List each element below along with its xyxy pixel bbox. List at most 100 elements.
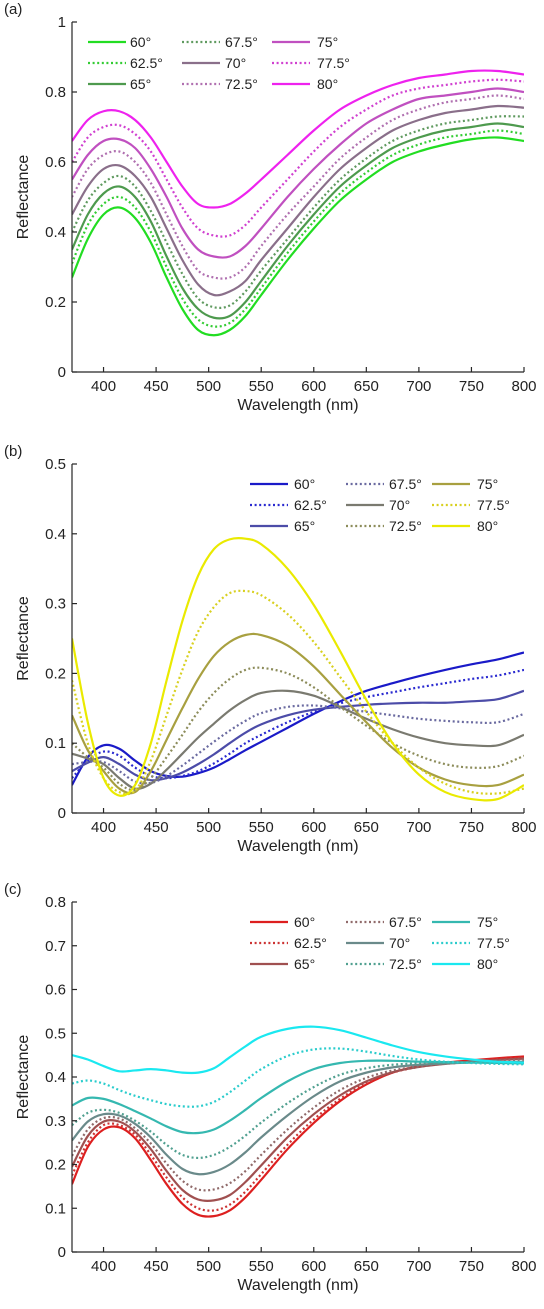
y-tick-label: 0.7 bbox=[45, 938, 66, 955]
y-tick-label: 0.4 bbox=[45, 1069, 66, 1086]
series-line-4 bbox=[72, 115, 524, 310]
y-axis-label: Reflectance bbox=[15, 155, 32, 240]
x-axis-label: Wavelength (nm) bbox=[237, 397, 358, 414]
series-group bbox=[72, 69, 524, 337]
legend-label-5: 70° bbox=[389, 497, 410, 513]
series-line-5 bbox=[72, 1060, 524, 1176]
y-tick-label: 0.1 bbox=[45, 1200, 66, 1217]
legend-label-6: 72.5° bbox=[225, 76, 258, 92]
y-tick-label: 0.1 bbox=[45, 735, 66, 752]
legend-label-3: 65° bbox=[294, 518, 315, 534]
legend: 60° 62.5° 65° 67.5° 70° 72.5° 75° 77.5° 80° bbox=[250, 914, 510, 972]
x-tick-label: 650 bbox=[354, 819, 379, 836]
legend-label-1: 60° bbox=[130, 34, 151, 50]
series-line-5 bbox=[72, 104, 524, 297]
series-line-3 bbox=[72, 122, 524, 320]
legend-label-2: 62.5° bbox=[294, 497, 327, 513]
x-tick-label: 700 bbox=[406, 1258, 431, 1275]
series-line-3 bbox=[72, 689, 524, 782]
series-line-9 bbox=[72, 536, 524, 802]
legend-label-7: 75° bbox=[477, 914, 498, 930]
x-tick-label: 750 bbox=[459, 1258, 484, 1275]
series-group bbox=[72, 536, 524, 802]
legend-label-1: 60° bbox=[294, 476, 315, 492]
y-tick-label: 0.3 bbox=[45, 596, 66, 613]
x-tick-label: 500 bbox=[196, 378, 221, 395]
legend-label-2: 62.5° bbox=[294, 935, 327, 951]
y-axis-label: Reflectance bbox=[15, 596, 32, 681]
chart-panel-2: (b) 400 450 500 550 600 650 700 750 800 0 0.1 0.2 0.3… bbox=[4, 443, 537, 855]
x-tick-label: 400 bbox=[91, 378, 116, 395]
legend-label-1: 60° bbox=[294, 914, 315, 930]
series-line-6 bbox=[72, 1061, 524, 1160]
series-line-7 bbox=[72, 87, 524, 259]
chart-panel-1: (a) 400 450 500 550 600 650 700 750 800 0 0.2 0.4 0.6… bbox=[4, 1, 537, 414]
x-tick-label: 800 bbox=[511, 819, 536, 836]
y-axis-label: Reflectance bbox=[15, 1035, 32, 1120]
y-tick-label: 0.2 bbox=[45, 665, 66, 682]
legend-label-9: 80° bbox=[317, 76, 338, 92]
y-tick-label: 0.2 bbox=[45, 294, 66, 311]
series-line-4 bbox=[72, 1058, 524, 1192]
legend-label-9: 80° bbox=[477, 956, 498, 972]
legend-label-3: 65° bbox=[294, 956, 315, 972]
series-line-1 bbox=[72, 651, 524, 786]
legend: 60° 62.5° 65° 67.5° 70° 72.5° 75° 77.5° 80° bbox=[250, 476, 510, 534]
x-tick-label: 500 bbox=[196, 819, 221, 836]
legend-label-6: 72.5° bbox=[389, 518, 422, 534]
legend-label-4: 67.5° bbox=[389, 476, 422, 492]
y-tick-label: 0 bbox=[58, 1244, 66, 1261]
legend-label-8: 77.5° bbox=[477, 497, 510, 513]
series-line-9 bbox=[72, 69, 524, 209]
x-tick-label: 650 bbox=[354, 1258, 379, 1275]
y-tick-label: 0.5 bbox=[45, 1025, 66, 1042]
series-line-6 bbox=[72, 94, 524, 280]
series-line-4 bbox=[72, 704, 524, 785]
x-tick-label: 600 bbox=[301, 378, 326, 395]
legend-label-9: 80° bbox=[477, 518, 498, 534]
x-tick-label: 550 bbox=[249, 1258, 274, 1275]
y-tick-label: 0.4 bbox=[45, 224, 66, 241]
panel-label: (b) bbox=[4, 443, 22, 460]
x-tick-label: 450 bbox=[144, 1258, 169, 1275]
legend-label-4: 67.5° bbox=[389, 914, 422, 930]
x-tick-label: 600 bbox=[301, 1258, 326, 1275]
y-tick-label: 0 bbox=[58, 805, 66, 822]
x-tick-label: 550 bbox=[249, 819, 274, 836]
y-tick-label: 0.2 bbox=[45, 1157, 66, 1174]
legend: 60° 62.5° 65° 67.5° 70° 72.5° 75° 77.5° 80° bbox=[88, 34, 350, 92]
series-line-7 bbox=[72, 1059, 524, 1135]
y-tick-label: 1 bbox=[58, 14, 66, 31]
x-axis-label: Wavelength (nm) bbox=[237, 1277, 358, 1294]
y-tick-label: 0.6 bbox=[45, 154, 66, 171]
x-tick-label: 650 bbox=[354, 378, 379, 395]
series-line-3 bbox=[72, 1057, 524, 1202]
y-tick-label: 0.8 bbox=[45, 84, 66, 101]
y-tick-label: 0.5 bbox=[45, 456, 66, 473]
legend-label-5: 70° bbox=[389, 935, 410, 951]
legend-label-5: 70° bbox=[225, 55, 246, 71]
x-tick-label: 550 bbox=[249, 378, 274, 395]
series-line-1 bbox=[72, 136, 524, 337]
y-tick-label: 0.4 bbox=[45, 526, 66, 543]
legend-label-6: 72.5° bbox=[389, 956, 422, 972]
x-tick-label: 400 bbox=[91, 819, 116, 836]
legend-label-3: 65° bbox=[130, 76, 151, 92]
x-tick-label: 800 bbox=[511, 378, 536, 395]
y-tick-label: 0.3 bbox=[45, 1113, 66, 1130]
x-tick-label: 750 bbox=[459, 819, 484, 836]
series-line-9 bbox=[72, 1025, 524, 1075]
series-line-5 bbox=[72, 689, 524, 790]
panel-label: (a) bbox=[4, 1, 22, 18]
legend-label-2: 62.5° bbox=[130, 55, 163, 71]
legend-label-4: 67.5° bbox=[225, 34, 258, 50]
x-tick-label: 450 bbox=[144, 378, 169, 395]
series-line-2 bbox=[72, 668, 524, 780]
x-tick-label: 500 bbox=[196, 1258, 221, 1275]
x-axis-label: Wavelength (nm) bbox=[237, 838, 358, 855]
legend-label-8: 77.5° bbox=[477, 935, 510, 951]
legend-label-8: 77.5° bbox=[317, 55, 350, 71]
x-tick-label: 750 bbox=[459, 378, 484, 395]
y-tick-label: 0.8 bbox=[45, 894, 66, 911]
